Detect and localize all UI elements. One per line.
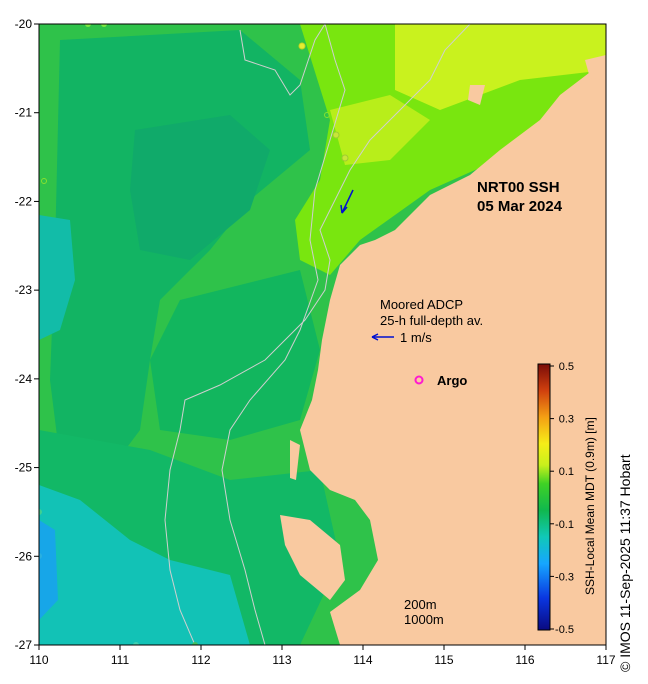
credit-text: © IMOS 11-Sep-2025 11:37 Hobart [617, 454, 633, 672]
colorbar [537, 363, 551, 631]
colorbar-ticks: 0.5 0.3 0.1 -0.1 -0.3 -0.5 [550, 361, 574, 636]
eddy-center [130, 115, 270, 260]
y-tick-label: -24 [15, 372, 33, 386]
isobath-1000m-label: 1000m [404, 612, 444, 627]
ocean-west-low [39, 215, 75, 340]
x-tick-label: 110 [29, 653, 48, 667]
y-tick-label: -27 [15, 638, 33, 652]
current-arrow [341, 189, 354, 214]
isobath-1000m [221, 24, 346, 645]
colorbar-tick-label: 0.5 [559, 361, 574, 373]
x-tick-label: 114 [353, 653, 372, 667]
scale-arrowhead [371, 333, 379, 341]
ocean-high-zone [295, 24, 606, 275]
x-tick-label: 113 [272, 653, 291, 667]
argo-float [133, 642, 139, 645]
y-tick-label: -25 [15, 461, 33, 475]
argo-float [332, 131, 340, 139]
colorbar-tick-label: 0.3 [559, 414, 574, 426]
x-tick-label: 111 [111, 653, 130, 667]
ocean-mid-zone [150, 270, 320, 440]
land-island-north [468, 85, 485, 105]
argo-float [41, 178, 47, 184]
argo-float [39, 553, 42, 559]
ocean-blue-patch [39, 520, 58, 620]
land-island-ne [585, 55, 606, 80]
y-tick-label: -20 [15, 17, 33, 31]
adcp-legend-line2: 25-h full-depth av. [380, 313, 483, 328]
argo-float [101, 24, 107, 27]
x-axis: 110 111 112 113 114 115 116 117 [29, 645, 616, 667]
land-island [290, 440, 300, 480]
y-axis: -20 -21 -22 -23 -24 -25 -26 -27 [15, 17, 39, 652]
land-peninsula [280, 515, 345, 600]
ocean-highest-zone [395, 24, 606, 110]
colorbar-tick-label: -0.1 [555, 519, 574, 531]
colorbar-tick-label: -0.5 [555, 624, 574, 636]
argo-float [324, 112, 330, 118]
x-tick-label: 117 [596, 653, 615, 667]
argo-legend-marker [414, 375, 424, 385]
y-tick-label: -21 [15, 106, 33, 120]
colorbar-tick-label: -0.3 [555, 571, 574, 583]
argo-float [192, 642, 198, 645]
x-tick-label: 116 [515, 653, 534, 667]
map-title-line2: 05 Mar 2024 [477, 198, 563, 215]
land-western-australia [300, 60, 606, 645]
argo-float [39, 509, 42, 515]
argo-float [298, 42, 306, 50]
y-tick-label: -26 [15, 549, 33, 563]
adcp-legend-line1: Moored ADCP [380, 297, 463, 312]
scale-arrow-label: 1 m/s [400, 330, 432, 345]
plot-frame [38, 23, 607, 646]
map-title-line1: NRT00 SSH [477, 179, 560, 196]
isobath-200m-north [239, 24, 326, 96]
current-arrowhead [340, 204, 348, 214]
ocean-cyan-zone [39, 485, 250, 645]
x-tick-label: 112 [191, 653, 210, 667]
argo-legend-label: Argo [437, 373, 467, 388]
y-tick-label: -23 [15, 283, 33, 297]
colorbar-tick-label: 0.1 [559, 466, 574, 478]
colorbar-label: SSH-Local Mean MDT (0.9m) [m] [583, 417, 597, 595]
x-tick-label: 115 [434, 653, 453, 667]
isobath-shelf [164, 24, 471, 645]
argo-float [85, 24, 91, 27]
isobath-200m-label: 200m [404, 597, 437, 612]
argo-float [341, 154, 349, 162]
y-tick-label: -22 [15, 194, 33, 208]
map-area [39, 24, 606, 645]
